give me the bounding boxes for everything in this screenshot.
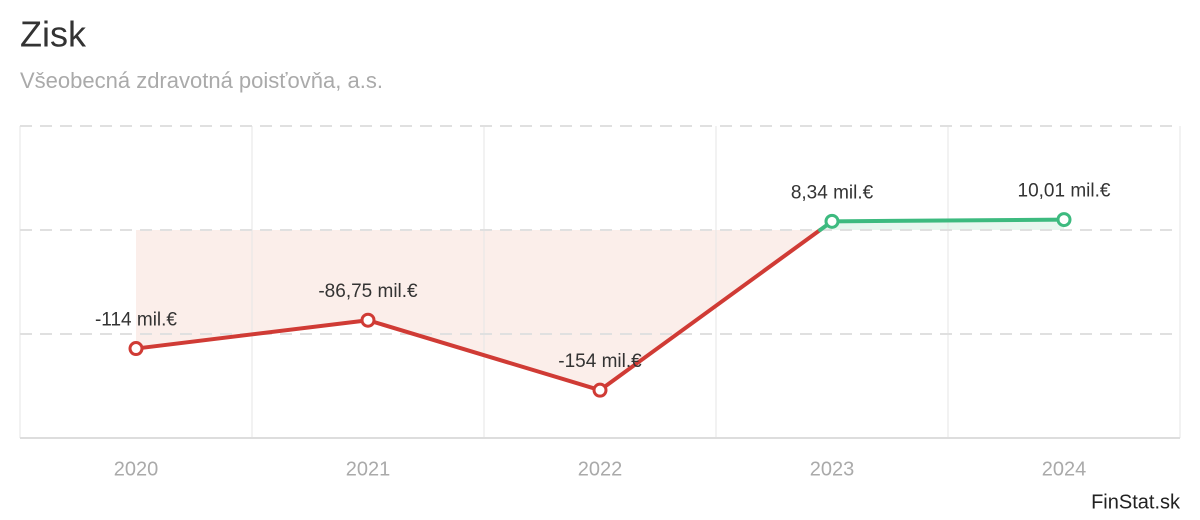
value-label: -86,75 mil.€ — [318, 281, 418, 302]
lines — [134, 217, 1066, 393]
point — [128, 341, 144, 357]
x-tick-label: 2021 — [346, 458, 391, 480]
value-label: 8,34 mil.€ — [791, 182, 874, 203]
x-tick-label: 2023 — [810, 458, 855, 480]
point — [1056, 212, 1072, 228]
value-label: 10,01 mil.€ — [1018, 181, 1111, 202]
chart-subtitle: Všeobecná zdravotná poisťovňa, a.s. — [20, 68, 383, 93]
point — [824, 213, 840, 229]
source: FinStat.sk — [1091, 491, 1181, 513]
point — [360, 312, 376, 328]
line-segment — [598, 228, 823, 393]
x-tick-label: 2020 — [114, 458, 159, 480]
x-tick-label: 2022 — [578, 458, 623, 480]
value-label: -114 mil.€ — [95, 310, 177, 331]
line-segment — [830, 217, 1066, 224]
line-segment — [366, 318, 602, 393]
x-tick-label: 2024 — [1042, 458, 1087, 480]
grid — [19, 125, 1181, 439]
value-label: -154 mil.€ — [558, 351, 642, 372]
line-segment — [134, 318, 370, 351]
chart-title: Zisk — [20, 14, 87, 55]
point — [592, 382, 608, 398]
